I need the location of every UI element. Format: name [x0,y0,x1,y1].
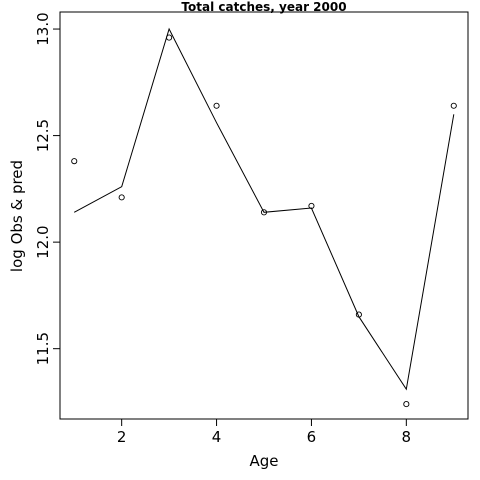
observed-point [213,102,220,109]
x-tick-label: 6 [307,428,317,446]
x-axis-label: Age [249,452,278,470]
chart-series [71,27,457,408]
chart-title: Total catches, year 2000 [181,0,346,14]
observed-point [71,158,78,165]
y-tick-label: 12.0 [34,225,52,258]
axis-ticks: 2 4 6 8 11.5 12.0 12.5 13.0 [34,12,411,446]
x-tick-label: 4 [212,428,222,446]
x-tick-label: 2 [117,428,127,446]
plot-frame [59,11,469,420]
y-tick-label: 12.5 [34,119,52,152]
observed-point [450,102,457,109]
observed-point [403,401,410,408]
y-tick-label: 11.5 [34,332,52,365]
predicted-line [73,27,455,391]
y-tick-label: 13.0 [34,12,52,45]
x-tick-label: 8 [402,428,412,446]
y-axis-label: log Obs & pred [8,160,26,272]
observed-point [118,194,125,201]
